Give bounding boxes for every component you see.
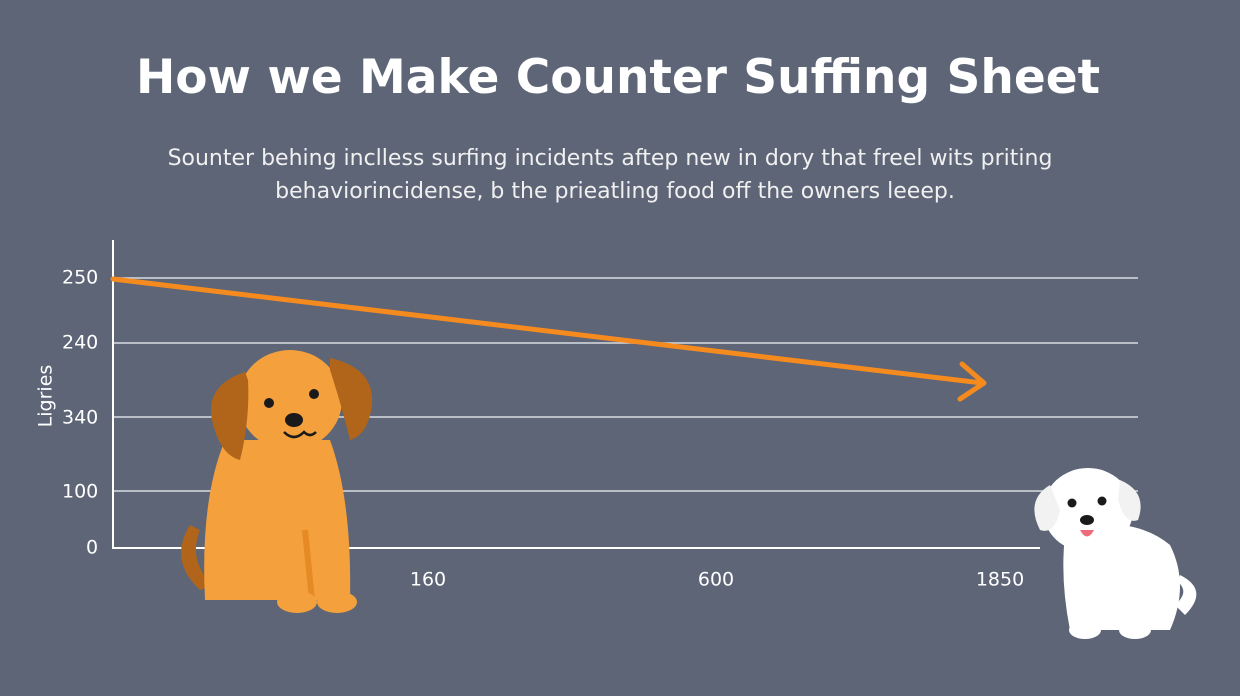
subtitle-line: behaviorincidense, b the prieatling food… <box>275 179 955 204</box>
y-axis-label: Ligries <box>35 365 57 428</box>
x-tick-label: 1850 <box>976 569 1024 591</box>
trend-arrow <box>110 276 987 402</box>
y-tick-label: 250 <box>62 267 98 289</box>
y-tick-label: 0 <box>86 537 98 559</box>
subtitle-line: Sounter behing inclless surfing incident… <box>168 146 1053 171</box>
y-tick-label: 100 <box>62 481 98 503</box>
white-dog <box>1034 468 1197 639</box>
x-tick-label: 160 <box>410 569 446 591</box>
orange-dog <box>181 350 373 613</box>
y-tick-label: 240 <box>62 332 98 354</box>
x-tick-label: 600 <box>698 569 734 591</box>
title: How we Make Counter Suffing Sheet <box>136 50 1100 105</box>
y-tick-label: 340 <box>62 407 98 429</box>
